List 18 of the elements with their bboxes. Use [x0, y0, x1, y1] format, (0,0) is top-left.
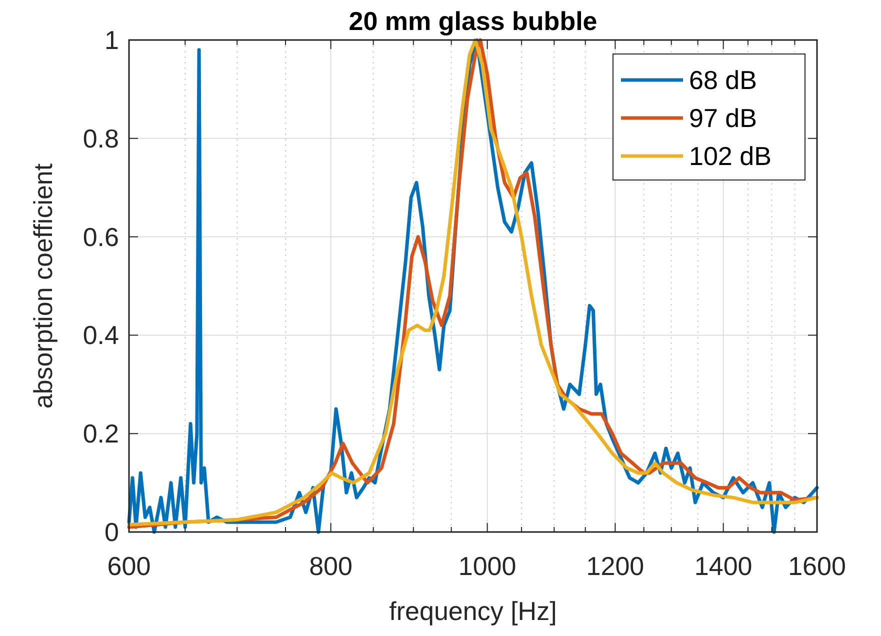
y-tick-label: 1	[104, 25, 119, 55]
y-tick-label: 0.2	[82, 418, 119, 449]
legend-label: 68 dB	[689, 65, 757, 95]
chart-title: 20 mm glass bubble	[348, 6, 598, 36]
x-tick-label: 1200	[586, 551, 644, 581]
x-tick-label: 1400	[694, 551, 752, 581]
y-tick-label: 0.6	[82, 222, 119, 252]
x-tick-label: 600	[107, 551, 151, 581]
x-tick-label: 1600	[788, 551, 846, 581]
legend-label: 102 dB	[689, 141, 772, 171]
y-tick-label: 0	[104, 517, 119, 547]
x-tick-label: 800	[309, 551, 352, 581]
y-axis-title: absorption coefficient	[28, 162, 58, 409]
y-tick-label: 0.8	[82, 123, 119, 154]
x-tick-label: 1000	[458, 551, 516, 581]
legend-label: 97 dB	[689, 103, 757, 133]
x-axis-title: frequency [Hz]	[389, 596, 557, 626]
y-tick-label: 0.4	[82, 320, 119, 350]
